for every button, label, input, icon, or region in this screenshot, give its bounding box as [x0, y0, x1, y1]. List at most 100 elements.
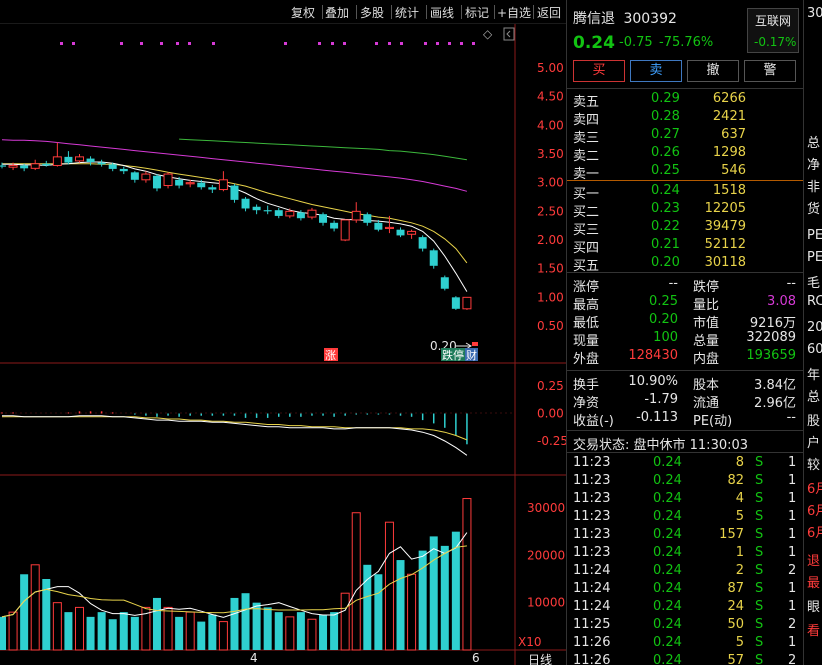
price-axis-label: 4.50 — [537, 90, 564, 104]
toolbar-mark-button[interactable]: 标记 — [465, 6, 490, 20]
side-column-label: 眼 — [807, 600, 821, 615]
finance-row[interactable]: 净资 -1.79 流通 2.96亿 — [567, 392, 804, 411]
tick-count: 1 — [788, 509, 797, 524]
buy-button[interactable]: 买 — [573, 60, 625, 82]
tick-row[interactable]: 11:23 0.24 82 S 1 — [567, 473, 804, 491]
toolbar-add-favorite-button[interactable]: +自选 — [497, 6, 532, 20]
tick-row[interactable]: 11:23 0.24 4 S 1 — [567, 491, 804, 509]
bid-row[interactable]: 买四 0.21 52112 — [567, 237, 804, 256]
industry-index-box[interactable]: 互联网 -0.17% — [747, 8, 799, 53]
tick-count: 2 — [788, 617, 797, 632]
finance-row[interactable]: 换手 10.90% 股本 3.84亿 — [567, 374, 804, 393]
candle-down — [319, 214, 328, 223]
kline-chart[interactable]: 5.00 4.50 4.00 3.50 3.00 2.50 2.00 1.50 1.00 0.50… — [0, 24, 566, 665]
side-column-label: PE — [807, 250, 822, 265]
tick-row[interactable]: 11:24 0.24 2 S 2 — [567, 563, 804, 581]
ma-green-line — [179, 138, 467, 161]
panel-collapse-icon[interactable] — [503, 27, 515, 41]
bid-row[interactable]: 买一 0.24 1518 — [567, 183, 804, 202]
toolbar-draw-button[interactable]: 画线 — [430, 6, 455, 20]
bid-label: 买三 — [573, 223, 600, 238]
stat-row[interactable]: 最低 0.20 市值 9216万 — [567, 312, 804, 331]
volume-bar-up — [340, 592, 350, 651]
industry-pct: -0.17% — [754, 35, 797, 49]
tick-time: 11:23 — [573, 509, 611, 524]
stat-value: 0.25 — [649, 294, 678, 309]
kline-chart-area[interactable]: 5.00 4.50 4.00 3.50 3.00 2.50 2.00 1.50 1.00 0.50… — [0, 24, 566, 665]
tick-row[interactable]: 11:23 0.24 157 S 1 — [567, 527, 804, 545]
tick-row[interactable]: 11:26 0.24 5 S 1 — [567, 635, 804, 653]
stat-row[interactable]: 最高 0.25 量比 3.08 — [567, 294, 804, 313]
bid-volume: 39479 — [704, 219, 746, 234]
tick-row[interactable]: 11:24 0.24 87 S 1 — [567, 581, 804, 599]
f10-side-column: 30总净非货PEPE毛RC2060年总股户较6月6月6月退最眼看 — [803, 0, 822, 665]
toolbar-multi-stock-button[interactable]: 多股 — [360, 6, 385, 20]
chevron-left-icon — [506, 30, 511, 38]
finance-row[interactable]: 收益(-) -0.113 PE(动) -- — [567, 410, 804, 429]
tick-side: S — [755, 545, 764, 560]
bid-row[interactable]: 买五 0.20 30118 — [567, 255, 804, 274]
stat-value: -- — [786, 276, 796, 291]
tick-row[interactable]: 11:25 0.24 50 S 2 — [567, 617, 804, 635]
stat-label: 最低 — [573, 316, 600, 331]
volume-bar-down — [440, 545, 449, 650]
toolbar-stats-button[interactable]: 统计 — [395, 6, 420, 20]
alert-button[interactable]: 警 — [744, 60, 796, 82]
stat-label: 最高 — [573, 298, 600, 313]
side-column-label: 最 — [807, 576, 821, 591]
tick-count: 1 — [788, 581, 797, 596]
candle-down — [451, 297, 460, 309]
volume-bar-up — [462, 498, 472, 651]
tick-time: 11:26 — [573, 635, 611, 650]
diamond-icon[interactable]: ◇ — [483, 27, 493, 41]
ask-row[interactable]: 卖三 0.27 637 — [567, 127, 804, 146]
tick-volume: 1 — [735, 545, 744, 560]
toolbar-fuquan-button[interactable]: 复权 — [291, 6, 316, 20]
volume-bar-down — [252, 602, 261, 650]
cancel-order-button[interactable]: 撤 — [687, 60, 739, 82]
tick-side: S — [755, 653, 764, 665]
side-column-label: 6月 — [807, 482, 822, 497]
volume-bar-up — [285, 616, 295, 651]
ask-row[interactable]: 卖四 0.28 2421 — [567, 109, 804, 128]
candle-down — [330, 222, 339, 229]
stock-code: 300392 — [623, 11, 677, 27]
stat-value: 9216万 — [749, 316, 796, 331]
toolbar-back-button[interactable]: 返回 — [537, 6, 562, 20]
bid-price: 0.21 — [651, 237, 680, 252]
volume-bar-down — [296, 612, 305, 650]
candle-down — [429, 250, 438, 266]
zhang-marker[interactable]: 涨 — [325, 349, 336, 362]
candle-up — [141, 173, 151, 181]
bid-row[interactable]: 买二 0.23 12205 — [567, 201, 804, 220]
ask-row[interactable]: 卖一 0.25 546 — [567, 163, 804, 182]
ask-row[interactable]: 卖二 0.26 1298 — [567, 145, 804, 164]
limit-down-tag[interactable]: 跌停 — [442, 348, 464, 362]
candle-down — [97, 162, 106, 165]
tick-row[interactable]: 11:24 0.24 24 S 1 — [567, 599, 804, 617]
toolbar-overlay-button[interactable]: 叠加 — [325, 6, 350, 20]
volume-bar-down — [86, 616, 95, 650]
tick-row[interactable]: 11:26 0.24 57 S 2 — [567, 653, 804, 665]
tick-row[interactable]: 11:23 0.24 8 S 1 — [567, 455, 804, 473]
candle-up — [407, 230, 417, 235]
candle-up — [30, 163, 40, 169]
finance-tag[interactable]: 财 — [466, 348, 477, 362]
candle-down — [197, 182, 206, 188]
stat-row[interactable]: 涨停 -- 跌停 -- — [567, 276, 804, 295]
sell-button[interactable]: 卖 — [630, 60, 682, 82]
stat-row[interactable]: 外盘 128430 内盘 193659 — [567, 348, 804, 367]
volume-bar-up — [307, 618, 317, 651]
ma-mid-line — [2, 163, 468, 264]
tick-count: 1 — [788, 473, 797, 488]
tick-row[interactable]: 11:23 0.24 5 S 1 — [567, 509, 804, 527]
stat-value: 322089 — [746, 330, 796, 345]
stat-row[interactable]: 现量 100 总量 322089 — [567, 330, 804, 349]
finance-value: -- — [786, 410, 796, 425]
candle-down — [130, 172, 139, 180]
tick-time: 11:24 — [573, 599, 611, 614]
tick-row[interactable]: 11:23 0.24 1 S 1 — [567, 545, 804, 563]
ask-row[interactable]: 卖五 0.29 6266 — [567, 91, 804, 110]
bid-row[interactable]: 买三 0.22 39479 — [567, 219, 804, 238]
period-label[interactable]: 日线 — [528, 653, 552, 665]
